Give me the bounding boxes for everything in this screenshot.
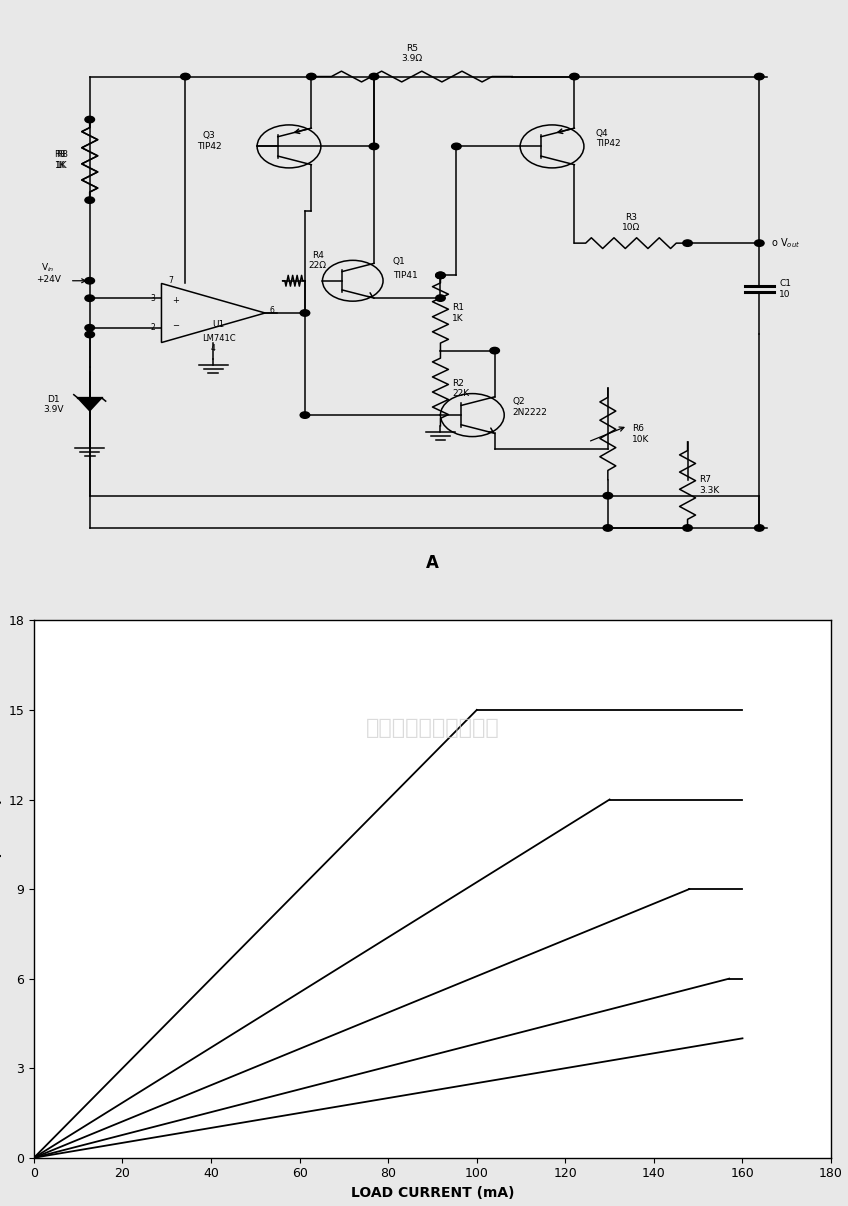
Circle shape [683, 525, 692, 531]
Text: C1
10: C1 10 [779, 279, 791, 299]
Text: Q2
2N2222: Q2 2N2222 [512, 397, 547, 417]
Circle shape [369, 144, 379, 150]
Circle shape [603, 525, 612, 531]
Circle shape [452, 144, 461, 150]
Circle shape [683, 240, 692, 246]
Text: R6
10K: R6 10K [632, 425, 649, 444]
Circle shape [436, 273, 445, 279]
Circle shape [181, 74, 190, 80]
Text: R8
1K: R8 1K [54, 150, 65, 170]
Text: D1
3.9V: D1 3.9V [43, 394, 64, 414]
Text: o V$_{out}$: o V$_{out}$ [772, 236, 801, 250]
Circle shape [369, 74, 379, 80]
Text: R3
10Ω: R3 10Ω [622, 213, 640, 233]
X-axis label: LOAD CURRENT (mA): LOAD CURRENT (mA) [351, 1185, 514, 1200]
Text: R8
1K: R8 1K [56, 150, 68, 170]
Circle shape [755, 240, 764, 246]
Text: Q1: Q1 [393, 257, 405, 267]
Circle shape [436, 273, 445, 279]
Text: U1: U1 [212, 321, 225, 329]
Text: R5
3.9Ω: R5 3.9Ω [401, 43, 422, 63]
Text: 杭州将睷科技有限公司: 杭州将睷科技有限公司 [365, 718, 499, 738]
Circle shape [85, 324, 94, 330]
Circle shape [490, 347, 499, 353]
Text: Q3
TIP42: Q3 TIP42 [197, 131, 221, 151]
Text: A: A [426, 554, 439, 572]
Text: R2
22K: R2 22K [453, 379, 470, 398]
Text: +: + [172, 295, 179, 305]
Text: LM741C: LM741C [202, 334, 235, 344]
Text: V$_{in}$
+24V: V$_{in}$ +24V [36, 262, 61, 285]
Text: Q4
TIP42: Q4 TIP42 [596, 129, 621, 148]
Circle shape [85, 197, 94, 204]
Text: 2: 2 [150, 323, 155, 333]
Circle shape [300, 310, 310, 316]
Text: TIP41: TIP41 [393, 271, 417, 280]
Text: 7: 7 [168, 276, 173, 286]
Circle shape [755, 74, 764, 80]
Text: R4
22Ω: R4 22Ω [309, 251, 326, 270]
Circle shape [85, 116, 94, 123]
Circle shape [85, 295, 94, 302]
Circle shape [436, 295, 445, 302]
Circle shape [85, 332, 94, 338]
Text: −: − [172, 321, 179, 330]
Polygon shape [78, 398, 102, 411]
Text: R7
3.3K: R7 3.3K [700, 475, 720, 494]
Circle shape [603, 492, 612, 499]
Circle shape [306, 74, 316, 80]
Circle shape [755, 525, 764, 531]
Text: 3: 3 [150, 294, 155, 303]
Circle shape [85, 277, 94, 283]
Y-axis label: LOAD VOLTAGE (VOLTS): LOAD VOLTAGE (VOLTS) [0, 798, 3, 980]
Text: 4: 4 [211, 345, 215, 353]
Text: 6: 6 [269, 306, 274, 315]
Circle shape [300, 412, 310, 418]
Text: R1
1K: R1 1K [453, 303, 465, 323]
Circle shape [570, 74, 579, 80]
